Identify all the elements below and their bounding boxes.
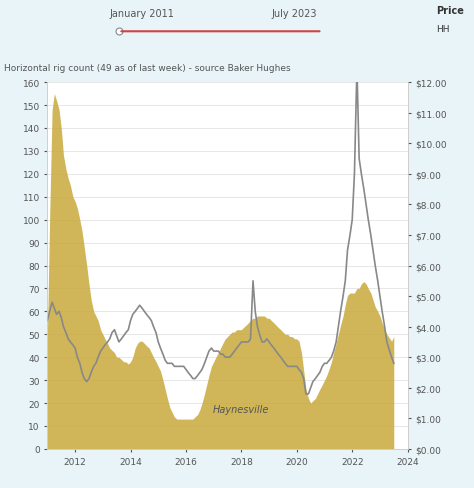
Text: HH: HH: [436, 25, 449, 34]
Text: Price: Price: [436, 6, 464, 16]
Text: Haynesville: Haynesville: [213, 405, 270, 415]
Text: July 2023: July 2023: [271, 9, 317, 19]
Text: Horizontal rig count (49 as of last week) - source Baker Hughes: Horizontal rig count (49 as of last week…: [4, 64, 291, 73]
Text: January 2011: January 2011: [110, 9, 174, 19]
